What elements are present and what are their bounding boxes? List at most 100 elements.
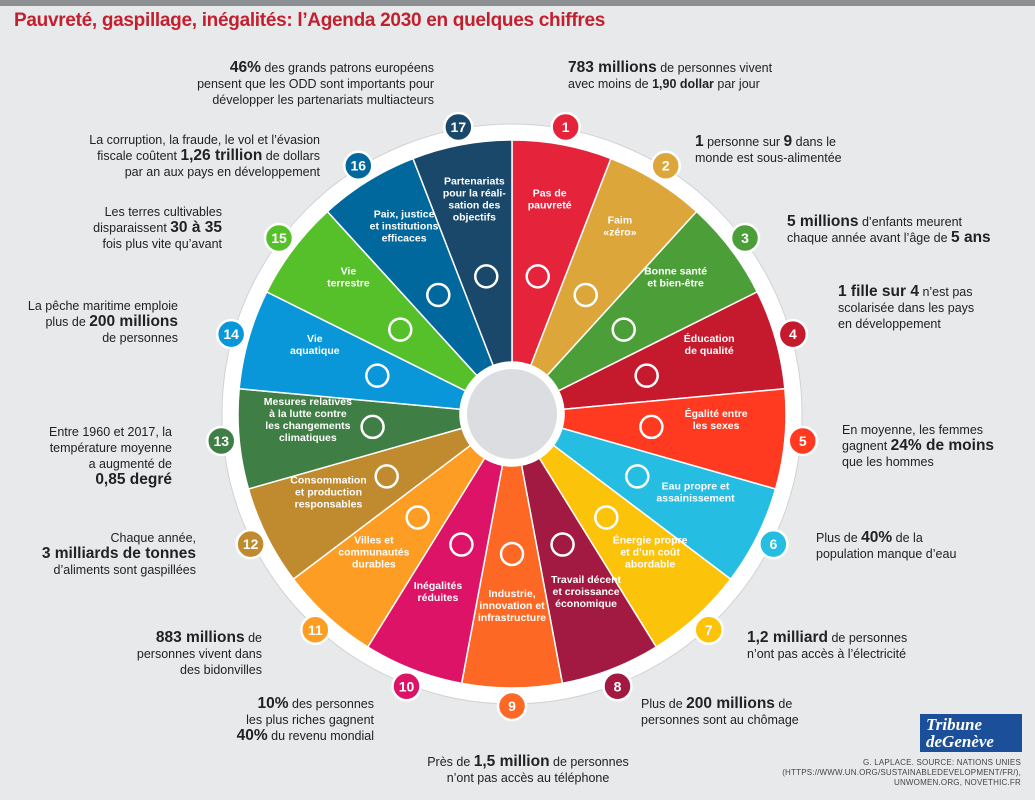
goal-segment-5[interactable] <box>561 387 787 490</box>
goal-badge-13 <box>205 425 237 457</box>
goal-number-8: 8 <box>614 678 622 694</box>
goal-number-3: 3 <box>741 230 749 246</box>
logo-line-2: deGenève <box>926 732 994 751</box>
infinity-icon <box>374 464 399 489</box>
goal-segment-7[interactable] <box>538 444 732 648</box>
goal-badge-5 <box>787 425 819 457</box>
goal-label-17: Partenariats pour la réali-sation des obje… <box>443 175 507 223</box>
goal-label-10: Inégalités réduites <box>414 580 463 604</box>
goal-badge-9 <box>496 690 528 722</box>
goal-label-16: Paix, justice et institutions efficaces <box>370 209 439 245</box>
goal-badge-6 <box>758 528 789 560</box>
goal-number-13: 13 <box>213 433 229 449</box>
goal-number-15: 15 <box>271 230 287 246</box>
goal-segment-8[interactable] <box>520 457 658 685</box>
family-icon <box>525 264 550 289</box>
goal-number-5: 5 <box>799 433 807 449</box>
goal-label-5: Égalité entre les sexes <box>685 407 748 432</box>
fact-goal-6: Plus de 40% de la population manque d’ea… <box>816 529 957 562</box>
goal-badge-8 <box>602 671 633 702</box>
goal-label-6: Eau propre et assainissement <box>656 480 735 504</box>
goal-number-1: 1 <box>562 119 570 135</box>
goal-label-3: Bonne santé et bien-être <box>644 265 707 289</box>
goal-segment-9[interactable] <box>460 464 564 689</box>
fact-goal-7: 1,2 milliard de personnes n’ont pas accè… <box>747 629 908 662</box>
sun-icon <box>594 505 619 530</box>
goal-number-9: 9 <box>508 698 516 714</box>
fact-goal-4: 1 fille sur 4 n’est pas scolarisée dans … <box>838 283 975 332</box>
goal-label-14: Vie aquatique <box>290 333 340 357</box>
bowl-icon <box>573 282 598 308</box>
goal-label-12: Consommation et production responsables <box>290 474 366 510</box>
eye-icon <box>360 414 385 440</box>
goal-badge-17 <box>443 111 474 143</box>
goal-number-11: 11 <box>308 622 323 638</box>
fish-icon <box>365 363 390 388</box>
goal-number-17: 17 <box>451 119 467 135</box>
logo-line-1: Tribune <box>926 715 983 734</box>
tree-icon <box>388 317 413 342</box>
goal-number-6: 6 <box>769 536 777 552</box>
goal-number-16: 16 <box>350 158 366 174</box>
rings-icon <box>474 264 499 289</box>
fact-goal-3: 5 millions d’enfants meurent chaque anné… <box>787 213 991 246</box>
goal-badge-7 <box>693 614 724 646</box>
fact-goal-11: 883 millions de personnes vivent dans de… <box>136 629 262 678</box>
goal-badge-1 <box>550 111 581 143</box>
goal-segment-15[interactable] <box>265 210 479 392</box>
fact-goal-9: Près de 1,5 million de personnes n’ont p… <box>427 753 629 786</box>
fact-goal-10: 10% des personnes les plus riches gagnen… <box>236 695 374 744</box>
book-icon <box>634 363 659 388</box>
goal-segment-17[interactable] <box>412 139 513 367</box>
tribune-de-geneve-logo[interactable]: Tribune deGenève <box>920 714 1022 752</box>
goal-badge-2 <box>650 150 681 181</box>
goal-badge-10 <box>391 671 422 702</box>
goal-badge-3 <box>729 222 761 254</box>
goal-badge-14 <box>215 318 247 350</box>
wheel-center-hub <box>461 363 563 465</box>
goal-number-7: 7 <box>705 622 713 638</box>
goal-label-2: Faim «zéro» <box>603 215 636 239</box>
goal-segment-14[interactable] <box>238 290 467 411</box>
top-bar <box>0 0 1035 6</box>
growth-chart-icon <box>550 532 575 557</box>
cubes-icon <box>499 541 525 567</box>
goal-badge-4 <box>777 318 809 350</box>
fact-goal-16: La corruption, la fraude, le vol et l’év… <box>89 133 320 179</box>
goal-number-4: 4 <box>789 326 797 342</box>
fact-goal-1: 783 millions de personnes vivent avec mo… <box>568 59 773 92</box>
page-title: Pauvreté, gaspillage, inégalités: l’Agen… <box>14 10 605 31</box>
goal-badge-11 <box>300 614 331 646</box>
goal-label-9: Industrie, innovation et infrastructure <box>478 588 546 624</box>
goal-label-15: Vie terrestre <box>327 265 370 289</box>
goal-segment-13[interactable] <box>237 387 463 490</box>
goal-segment-3[interactable] <box>545 210 759 392</box>
goal-number-14: 14 <box>223 326 239 342</box>
goal-label-1: Pas de pauvreté <box>528 187 572 211</box>
goal-segment-1[interactable] <box>511 139 612 367</box>
goal-segment-4[interactable] <box>557 290 786 411</box>
fact-goal-14: La pêche maritime emploie plus de 200 mi… <box>27 299 178 345</box>
fact-goal-5: En moyenne, les femmes gagnent 24% de mo… <box>842 423 995 469</box>
fact-goal-12: Chaque année, 3 milliards de tonnes d’al… <box>41 531 196 577</box>
gender-icon <box>639 414 664 440</box>
goal-label-11: Villes et communautés durables <box>338 534 409 570</box>
fact-goal-13: Entre 1960 et 2017, la température moyen… <box>48 425 172 488</box>
fact-goal-17: 46% des grands patrons européens pensent… <box>197 59 434 108</box>
goal-segment-6[interactable] <box>552 427 777 581</box>
goal-number-12: 12 <box>243 536 259 552</box>
goal-label-7: Énergie propre et d’un coût abordable <box>613 533 688 570</box>
goal-segment-2[interactable] <box>529 157 698 377</box>
goal-badge-16 <box>343 150 374 181</box>
goal-segment-12[interactable] <box>247 427 472 581</box>
goal-segment-11[interactable] <box>292 444 486 648</box>
fact-goal-8: Plus de 200 millions de personnes sont a… <box>641 695 799 728</box>
equal-arrows-icon <box>449 532 474 557</box>
goal-segment-16[interactable] <box>326 157 495 377</box>
goal-number-2: 2 <box>662 158 670 174</box>
goal-label-4: Éducation de qualité <box>684 332 735 357</box>
fact-goal-15: Les terres cultivables disparaissent 30 … <box>93 205 222 251</box>
goal-segment-10[interactable] <box>366 457 504 685</box>
goal-label-8: Travail décent et croissance économique <box>551 574 622 610</box>
